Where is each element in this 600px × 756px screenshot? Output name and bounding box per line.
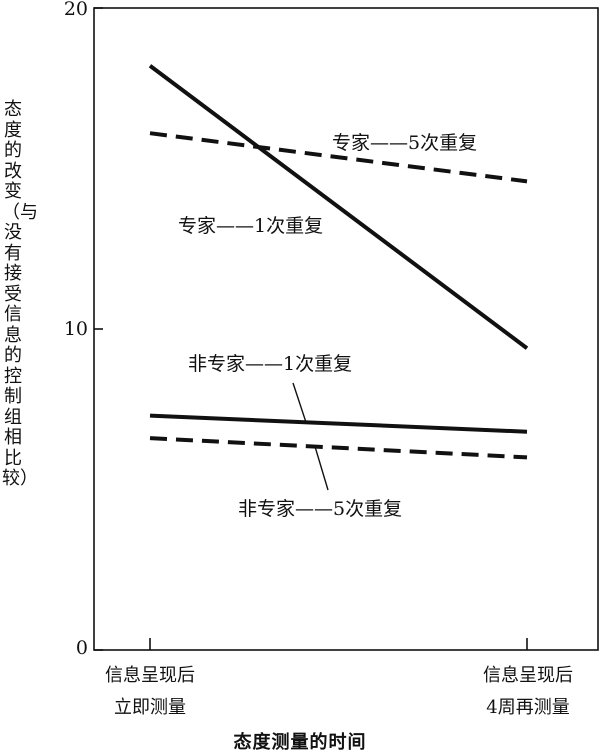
nonexpert-5-line <box>149 436 528 460</box>
leader-nonexpert-5 <box>314 446 329 491</box>
x-tick-label-4weeks-line2: 4周再测量 <box>486 697 570 718</box>
plot-frame <box>93 7 599 651</box>
y-axis-label: 态度的改变（与没有接受信息的控制组相比较） <box>2 99 38 489</box>
expert-5-line <box>149 131 528 184</box>
x-tick-label-immediate: 信息呈现后 立即测量 <box>80 660 220 724</box>
series-lines <box>148 64 529 460</box>
x-tick-label-immediate-line1: 信息呈现后 <box>105 665 195 686</box>
series-label-expert-5: 专家——5次重复 <box>332 132 478 154</box>
leader-nonexpert-1 <box>292 382 307 423</box>
x-axis-label: 态度测量的时间 <box>233 732 367 753</box>
expert-1-line <box>148 64 529 350</box>
annotation-leaders <box>292 382 329 491</box>
series-label-nonexpert-5: 非专家——5次重复 <box>238 498 403 520</box>
y-tick-label-20: 20 <box>63 0 88 20</box>
series-label-nonexpert-1: 非专家——1次重复 <box>188 353 353 375</box>
x-tick-label-immediate-line2: 立即测量 <box>114 697 186 718</box>
x-tick-label-4weeks-line1: 信息呈现后 <box>483 665 573 686</box>
nonexpert-1-line <box>149 413 528 434</box>
x-tick-label-4weeks: 信息呈现后 4周再测量 <box>458 660 598 724</box>
series-label-expert-1: 专家——1次重复 <box>178 215 324 237</box>
y-tick-label-10: 10 <box>63 318 88 340</box>
y-tick-label-0: 0 <box>75 637 88 659</box>
axes <box>93 7 599 651</box>
